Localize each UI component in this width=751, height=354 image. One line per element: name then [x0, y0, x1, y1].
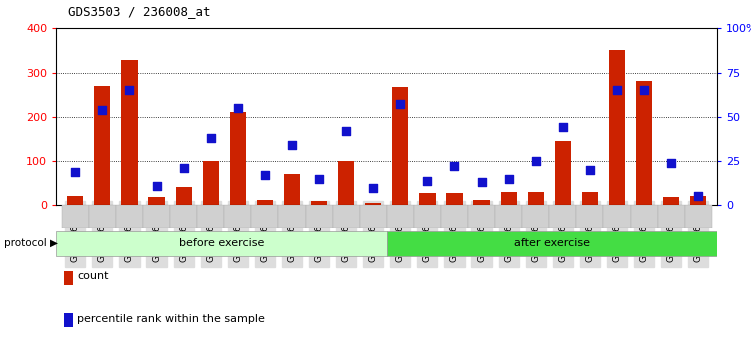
- Bar: [631, 205, 658, 228]
- Bar: [62, 205, 89, 228]
- Point: [123, 87, 135, 93]
- Point: [638, 87, 650, 93]
- Bar: [446, 193, 463, 205]
- Bar: [414, 205, 441, 228]
- FancyBboxPatch shape: [387, 231, 717, 256]
- Bar: [663, 198, 680, 205]
- Bar: [176, 187, 192, 205]
- Bar: [257, 200, 273, 205]
- Bar: [360, 205, 387, 228]
- Text: percentile rank within the sample: percentile rank within the sample: [77, 314, 265, 324]
- Bar: [441, 205, 468, 228]
- Text: protocol ▶: protocol ▶: [4, 238, 58, 248]
- Bar: [473, 200, 490, 205]
- Point: [340, 128, 352, 134]
- Point: [367, 185, 379, 190]
- Text: count: count: [77, 271, 109, 281]
- Point: [529, 158, 541, 164]
- Bar: [392, 87, 409, 205]
- Bar: [387, 205, 414, 228]
- Bar: [528, 192, 544, 205]
- Bar: [419, 193, 436, 205]
- Text: before exercise: before exercise: [179, 238, 264, 249]
- Bar: [89, 205, 116, 228]
- Bar: [279, 205, 306, 228]
- Point: [448, 164, 460, 169]
- Point: [692, 194, 704, 199]
- Point: [150, 183, 162, 189]
- Point: [259, 172, 271, 178]
- Point: [96, 107, 108, 113]
- Point: [286, 142, 298, 148]
- Bar: [582, 192, 598, 205]
- Bar: [67, 195, 83, 205]
- Bar: [333, 205, 360, 228]
- Point: [69, 169, 81, 175]
- Point: [611, 87, 623, 93]
- Bar: [576, 205, 604, 228]
- Bar: [338, 161, 354, 205]
- Bar: [658, 205, 685, 228]
- Bar: [149, 198, 164, 205]
- Bar: [604, 205, 631, 228]
- Bar: [555, 141, 571, 205]
- Text: after exercise: after exercise: [514, 238, 590, 249]
- Bar: [365, 203, 382, 205]
- Point: [556, 125, 569, 130]
- Bar: [468, 205, 495, 228]
- Bar: [636, 81, 652, 205]
- Bar: [116, 205, 143, 228]
- Bar: [522, 205, 549, 228]
- Point: [502, 176, 514, 182]
- Bar: [306, 205, 333, 228]
- Point: [232, 105, 244, 111]
- Bar: [203, 161, 219, 205]
- Bar: [495, 205, 522, 228]
- Point: [665, 160, 677, 166]
- Bar: [198, 205, 225, 228]
- Bar: [685, 205, 712, 228]
- Bar: [94, 86, 110, 205]
- Point: [584, 167, 596, 173]
- Point: [313, 176, 325, 182]
- Point: [205, 135, 217, 141]
- Bar: [230, 113, 246, 205]
- Point: [178, 165, 190, 171]
- Point: [421, 178, 433, 183]
- Bar: [609, 51, 625, 205]
- FancyBboxPatch shape: [56, 231, 387, 256]
- Bar: [549, 205, 576, 228]
- Point: [394, 102, 406, 107]
- Bar: [284, 175, 300, 205]
- Bar: [252, 205, 279, 228]
- Text: GDS3503 / 236008_at: GDS3503 / 236008_at: [68, 5, 210, 18]
- Point: [475, 179, 487, 185]
- Bar: [690, 195, 707, 205]
- Bar: [170, 205, 198, 228]
- Bar: [122, 60, 137, 205]
- Bar: [225, 205, 252, 228]
- Bar: [311, 201, 327, 205]
- Bar: [500, 192, 517, 205]
- Bar: [143, 205, 170, 228]
